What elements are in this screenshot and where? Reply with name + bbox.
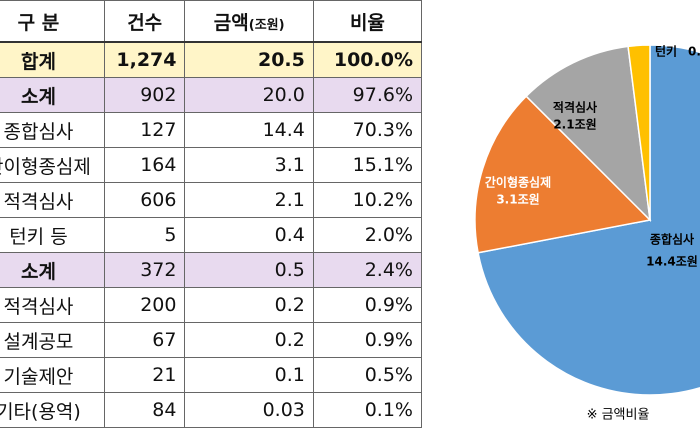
table-row: 간이형종심제1643.115.1% [0, 147, 423, 183]
table-row: 합계 1,274 20.5 100.0% [0, 41, 423, 78]
table-cell: 15.1% [312, 147, 423, 183]
slice-value-label: 14.4조원 [646, 255, 698, 269]
table-cell: 20.0 [184, 77, 314, 113]
header-cell: 비율 [312, 0, 423, 43]
table-cell: 372 [103, 252, 186, 288]
table-cell: 3.1 [184, 147, 314, 183]
table-cell: 1,274 [103, 41, 186, 78]
table-row: 적격심사 200 0.2 0.9% [0, 287, 423, 323]
table-cell: 127 [103, 112, 186, 148]
table-cell: 902 [103, 77, 186, 113]
slice-value-label: 2.1조원 [553, 118, 596, 132]
table-cell: 100.0% [312, 41, 423, 78]
table-cell: 10.2% [312, 182, 423, 218]
table-cell: 기타(용역) [0, 392, 105, 428]
table-cell: 70.3% [312, 112, 423, 148]
table-cell: 0.9% [312, 322, 423, 358]
table-cell: 20.5 [184, 41, 314, 78]
header-row: 구 분 건수 금액(조원) 비율 [0, 0, 423, 43]
note: ※ 금액비율 [587, 408, 650, 423]
pie-slice [627, 44, 651, 221]
table-cell: 67 [103, 322, 186, 358]
header-unit: (조원) [248, 17, 285, 33]
table-cell: 0.1 [184, 357, 314, 393]
table-cell: 2.0% [312, 217, 423, 253]
table-row: 기술제안 21 0.1 0.5% [0, 357, 423, 393]
table-cell: 소계 [0, 77, 105, 113]
header-cell: 건수 [103, 0, 186, 43]
table-row: 소계 902 20.0 97.6% [0, 77, 423, 113]
table: 구 분 건수 금액(조원) 비율 합계 1,274 20.5 100.0% 소계 902 2… [0, 0, 423, 428]
slice-value-label: 3.1조원 [496, 193, 539, 207]
table-cell: 적격심사 [0, 287, 105, 323]
pie-slice [474, 95, 652, 254]
table-cell: 2.1 [184, 182, 314, 218]
table-cell: 0.4 [184, 217, 314, 253]
slice-label: 종합심사 [650, 232, 694, 247]
table-cell: 0.9% [312, 287, 423, 323]
slice-value-label: 0.4조원 [688, 45, 700, 59]
table-cell: 21 [103, 357, 186, 393]
pie-slice [525, 45, 652, 223]
table-cell: 기술제안 [0, 357, 105, 393]
table-cell: 14.4 [184, 112, 314, 148]
slice-label: 간이형종심제 [485, 175, 551, 190]
table-cell: 0.5% [312, 357, 423, 393]
table-cell: 종합심사 [0, 112, 105, 148]
header-cell: 구 분 [0, 0, 105, 43]
table-row: 턴키 등 5 0.4 2.0% [0, 217, 423, 253]
table-cell: 0.2 [184, 322, 314, 358]
pie-slice [477, 44, 700, 396]
slice-label: 턴키 [655, 44, 677, 59]
table-cell: 164 [103, 147, 186, 183]
table-row: 소계 372 0.5 2.4% [0, 252, 423, 288]
table-cell: 97.6% [312, 77, 423, 113]
table-cell: 적격심사 [0, 182, 105, 218]
header-text: 금액 [213, 11, 249, 34]
table-cell: 0.1% [312, 392, 423, 428]
table-cell: 턴키 등 [0, 217, 105, 253]
table-cell: 소계 [0, 252, 105, 288]
table-cell: 간이형종심제 [0, 147, 105, 183]
table-cell: 0.03 [184, 392, 314, 428]
header-cell: 금액(조원) [184, 0, 314, 43]
table-row: 설계공모 67 0.2 0.9% [0, 322, 423, 358]
table-cell: 2.4% [312, 252, 423, 288]
table-wrap: 구 분 건수 금액(조원) 비율 합계 1,274 20.5 100.0% 소계 902 2… [0, 0, 423, 428]
table-row: 적격심사 606 2.1 10.2% [0, 182, 423, 218]
table-cell: 합계 [0, 41, 105, 78]
table-cell: 606 [103, 182, 186, 218]
pie-chart: 종합심사 14.4조원 간이형종심제 3.1조원 적격심사 2.1조원 턴키 0.4조원 ※ 금… [474, 44, 700, 423]
table-row: 기타(용역) 84 0.03 0.1% [0, 392, 423, 428]
table-cell: 200 [103, 287, 186, 323]
table-cell: 84 [103, 392, 186, 428]
slice-label: 적격심사 [553, 100, 597, 115]
table-row: 종합심사 127 14.4 70.3% [0, 112, 423, 148]
table-cell: 0.2 [184, 287, 314, 323]
table-cell: 0.5 [184, 252, 314, 288]
table-cell: 5 [103, 217, 186, 253]
table-cell: 설계공모 [0, 322, 105, 358]
